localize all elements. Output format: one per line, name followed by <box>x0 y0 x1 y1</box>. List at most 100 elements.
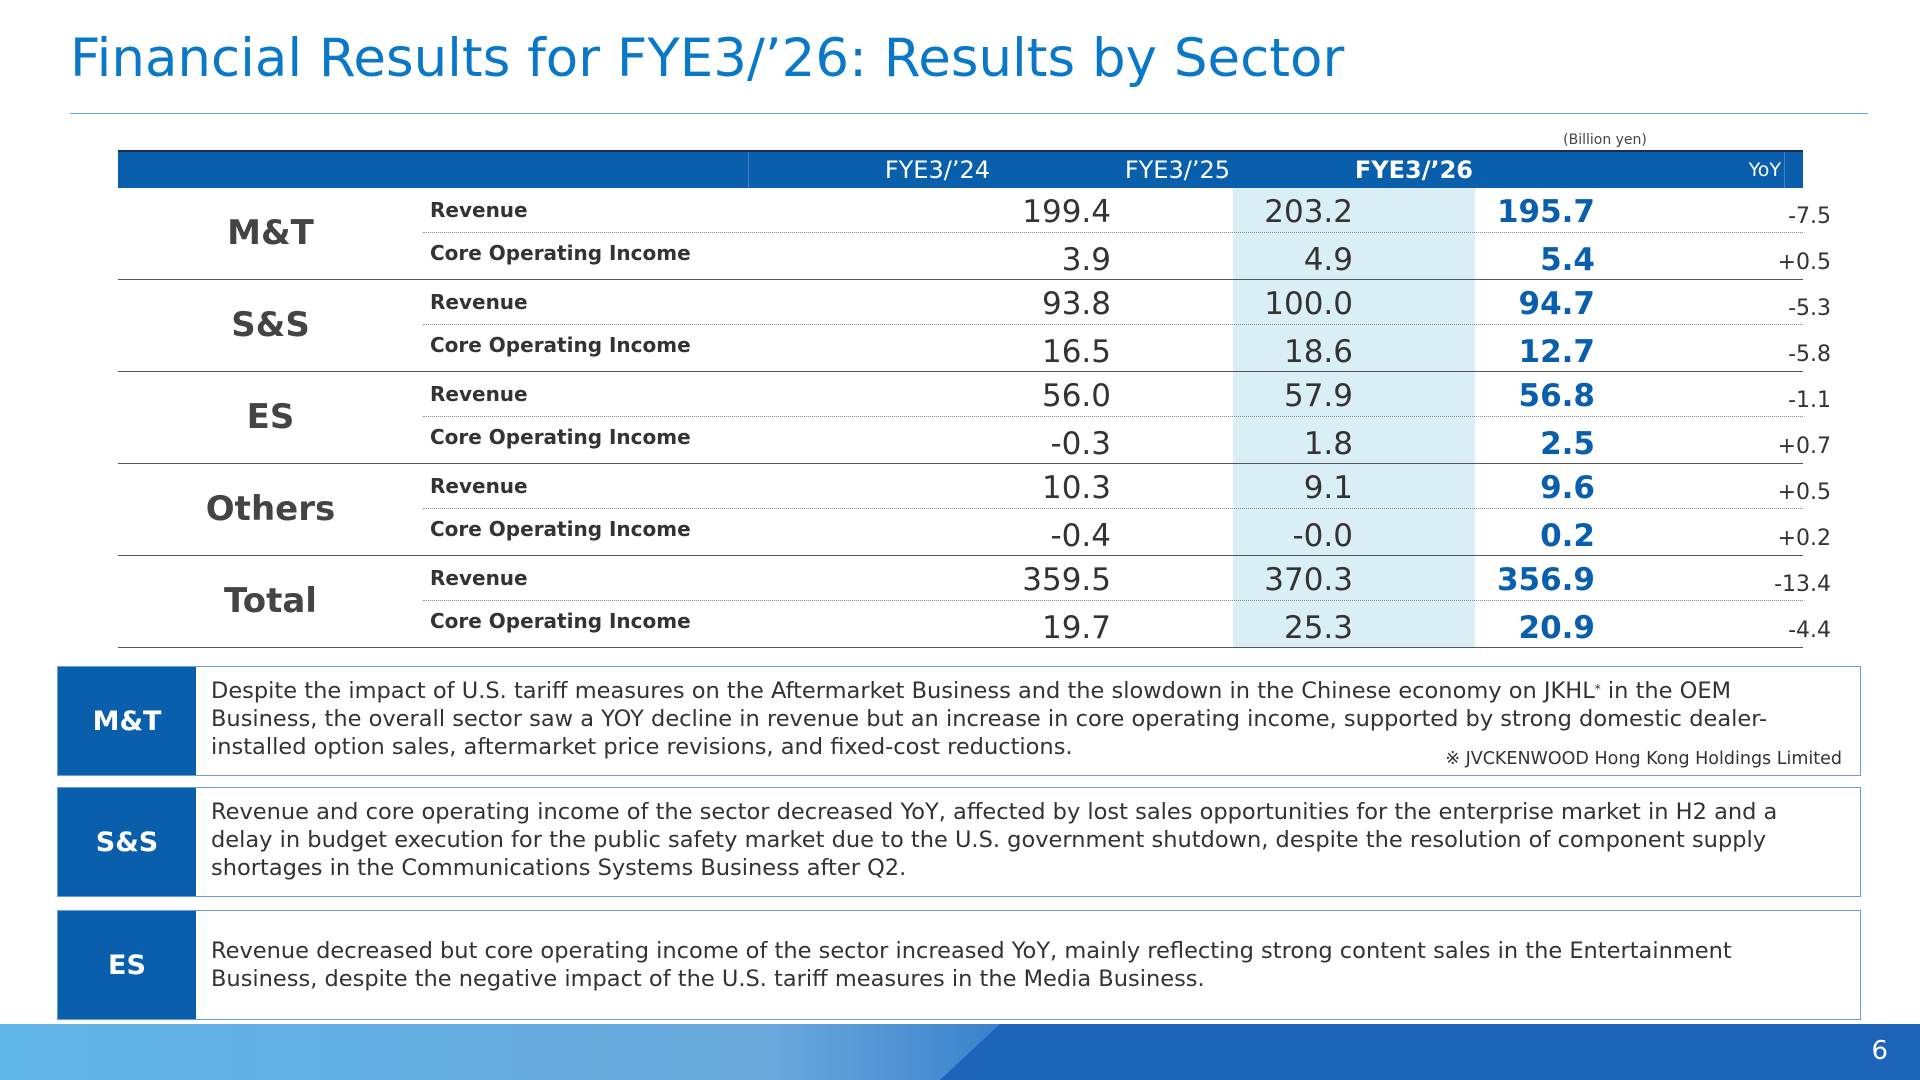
value-fye25: 370.3 <box>1264 562 1353 598</box>
table-row: Core Operating Income-0.4-0.00.2+0.2- <box>423 510 1831 555</box>
value-yoy: +0.5 <box>1777 250 1831 275</box>
value-yoy-pct: -1.9% <box>1873 394 1920 415</box>
value-fye25: 100.0 <box>1264 286 1353 322</box>
value-fye24: 199.4 <box>1022 194 1111 230</box>
segment-name: M&T <box>227 213 314 253</box>
value-fye26: 12.7 <box>1518 334 1596 370</box>
row-label: Revenue <box>430 566 528 590</box>
value-fye26: 2.5 <box>1540 426 1595 462</box>
value-fye26: 5.4 <box>1540 242 1595 278</box>
note-mt: M&T Despite the impact of U.S. tariff me… <box>57 666 1861 776</box>
title-divider <box>70 113 1868 114</box>
row-label: Core Operating Income <box>430 333 691 357</box>
note-tag: ES <box>58 911 196 1019</box>
value-yoy: +0.2 <box>1777 526 1831 551</box>
page-title: Financial Results for FYE3/’26: Results … <box>70 28 1345 89</box>
table-row: Core Operating Income-0.31.82.5+0.7+36.2… <box>423 418 1831 463</box>
value-fye24: -0.4 <box>1050 518 1112 554</box>
value-yoy-pct: -31.4% <box>1873 348 1920 369</box>
header-yoy: YoY <box>1748 159 1781 181</box>
row-label: Core Operating Income <box>430 425 691 449</box>
value-fye26: 356.9 <box>1496 562 1595 598</box>
value-fye25: 203.2 <box>1264 194 1353 230</box>
row-label: Revenue <box>430 290 528 314</box>
table-row: Core Operating Income19.725.320.9-4.4-17… <box>423 602 1831 647</box>
value-fye24: 10.3 <box>1041 470 1111 506</box>
value-yoy-pct: - <box>1873 532 1920 553</box>
value-fye25: 9.1 <box>1303 470 1353 506</box>
value-yoy-pct: -5.3% <box>1873 302 1920 323</box>
value-yoy: -5.3 <box>1788 296 1831 321</box>
value-fye24: 3.9 <box>1061 242 1111 278</box>
header-fye26: FYE3/’26 <box>1354 156 1473 184</box>
value-yoy-pct: -17.5% <box>1873 624 1920 645</box>
highlight-column-fye26 <box>1233 188 1475 648</box>
value-fye24: 56.0 <box>1041 378 1111 414</box>
value-fye25: 18.6 <box>1283 334 1353 370</box>
value-yoy: +0.7 <box>1777 434 1831 459</box>
value-fye26: 195.7 <box>1496 194 1595 230</box>
value-fye26: 20.9 <box>1518 610 1596 646</box>
value-yoy: -13.4 <box>1774 572 1831 597</box>
value-fye25: 25.3 <box>1283 610 1353 646</box>
row-label: Revenue <box>430 198 528 222</box>
value-yoy: -1.1 <box>1788 388 1831 413</box>
row-label: Revenue <box>430 382 528 406</box>
value-yoy-pct: -3.6% <box>1873 578 1920 599</box>
value-fye24: -0.3 <box>1050 426 1112 462</box>
value-yoy: -7.5 <box>1788 204 1831 229</box>
table-group: TotalRevenue359.5370.3356.9-13.4-3.6%Cor… <box>118 556 1831 648</box>
segment-name: Total <box>224 581 317 621</box>
note-es: ES Revenue decreased but core operating … <box>57 910 1861 1020</box>
value-yoy: +0.5 <box>1777 480 1831 505</box>
value-yoy-pct: +5.3% <box>1873 486 1920 507</box>
header-divider <box>748 152 749 188</box>
note-text: Revenue and core operating income of the… <box>211 799 1778 881</box>
footer-accent <box>940 1024 1920 1080</box>
value-fye26: 94.7 <box>1518 286 1596 322</box>
table-header: FYE3/’24 FYE3/’25 FYE3/’26 YoY <box>118 150 1803 188</box>
value-yoy-pct: +10.6% <box>1873 256 1920 277</box>
segment-name: S&S <box>231 305 310 345</box>
value-fye25: 4.9 <box>1303 242 1353 278</box>
value-fye26: 0.2 <box>1540 518 1595 554</box>
value-fye24: 19.7 <box>1041 610 1111 646</box>
page-number: 6 <box>1871 1036 1888 1066</box>
header-fye25: FYE3/’25 <box>1124 156 1230 184</box>
value-fye26: 9.6 <box>1540 470 1595 506</box>
value-fye25: -0.0 <box>1292 518 1354 554</box>
value-yoy-pct: +36.2% <box>1873 440 1920 461</box>
value-fye25: 57.9 <box>1283 378 1353 414</box>
note-tag: M&T <box>58 667 196 775</box>
segment-name: ES <box>246 397 295 437</box>
value-fye26: 56.8 <box>1518 378 1596 414</box>
header-fye24: FYE3/’24 <box>884 156 990 184</box>
value-fye24: 93.8 <box>1041 286 1111 322</box>
table-row: Core Operating Income16.518.612.7-5.8-31… <box>423 326 1831 371</box>
value-fye25: 1.8 <box>1303 426 1353 462</box>
row-label: Core Operating Income <box>430 241 691 265</box>
note-ss: S&S Revenue and core operating income of… <box>57 787 1861 897</box>
value-yoy-pct: -3.7% <box>1873 210 1920 231</box>
segment-name: Others <box>205 489 336 529</box>
row-label: Core Operating Income <box>430 517 691 541</box>
value-fye24: 359.5 <box>1022 562 1111 598</box>
note-tag: S&S <box>58 788 196 896</box>
results-table: FYE3/’24 FYE3/’25 FYE3/’26 YoY M&T Revenu… <box>118 150 1831 648</box>
unit-label: (Billion yen) <box>1563 132 1647 148</box>
note-footnote: ※ JVCKENWOOD Hong Kong Holdings Limited <box>1445 749 1842 769</box>
note-text: Revenue decreased but core operating inc… <box>211 938 1732 992</box>
value-fye24: 16.5 <box>1041 334 1111 370</box>
value-yoy: -5.8 <box>1788 342 1831 367</box>
footer-bar: 6 <box>0 1024 1920 1080</box>
